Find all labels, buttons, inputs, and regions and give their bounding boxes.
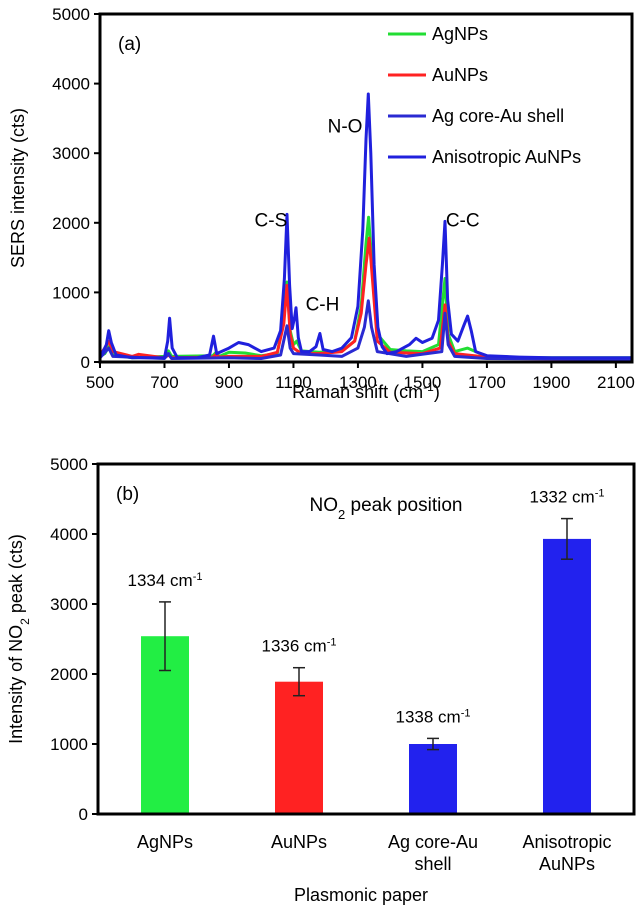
data-label: 1334 cm-1 [128, 571, 203, 590]
x-tick-label: 500 [86, 373, 114, 392]
category-label-line2: AuNPs [539, 854, 595, 874]
chart-title-sub: 2 [338, 507, 345, 522]
chart-title-end: peak position [345, 495, 462, 516]
y-tick-label: 0 [79, 805, 88, 824]
legend-label: AuNPs [432, 65, 488, 85]
y-tick-label: 1000 [50, 735, 88, 754]
x-axis-label-end: ) [434, 382, 440, 402]
data-label-sup: -1 [327, 637, 337, 649]
peak-annotation: N-O [328, 116, 363, 137]
x-axis-label: Plasmonic paper [294, 885, 428, 905]
panel-label: (b) [116, 484, 139, 505]
data-label-main: 1334 cm [128, 571, 193, 590]
data-label-sup: -1 [595, 488, 605, 500]
y-axis-label: SERS intensity (cts) [8, 108, 28, 268]
peak-annotation: C-C [446, 210, 480, 231]
y-tick-label: 1000 [52, 283, 90, 302]
y-tick-label: 5000 [52, 5, 90, 24]
x-tick-label: 900 [215, 373, 243, 392]
x-tick-label: 1700 [468, 373, 506, 392]
chart-title: NO2 peak position [310, 495, 463, 522]
y-tick-label: 4000 [52, 75, 90, 94]
bar-4 [543, 539, 591, 814]
category-label-line2: shell [414, 854, 451, 874]
series-line-3 [100, 301, 632, 359]
x-tick-label: 1900 [532, 373, 570, 392]
x-axis-label: Raman shift (cm-1) [292, 380, 440, 402]
data-label-sup: -1 [193, 571, 203, 583]
bar-3 [409, 744, 457, 814]
figure: 010002000300040005000500 700 900 1100 1300 15… [0, 0, 643, 911]
category-label: AuNPs [271, 832, 327, 852]
x-tick-label: 700 [150, 373, 178, 392]
y-axis-label-main: Intensity of NO [6, 625, 26, 744]
category-label: AgNPs [137, 832, 193, 852]
data-label-main: 1338 cm [396, 707, 461, 726]
chart-title-main: NO [310, 495, 339, 516]
peak-annotation: C-S [255, 210, 288, 231]
data-label-main: 1332 cm [530, 488, 595, 507]
x-tick-label: 2100 [597, 373, 635, 392]
x-axis-label-sup: -1 [423, 380, 434, 394]
series-line-2 [100, 238, 632, 359]
peak-annotation: C-H [306, 294, 340, 315]
legend-label: Anisotropic AuNPs [432, 147, 581, 167]
y-tick-label: 3000 [50, 595, 88, 614]
y-tick-label: 5000 [50, 455, 88, 474]
y-tick-label: 2000 [52, 214, 90, 233]
x-axis-label-main: Raman shift (cm [292, 382, 423, 402]
y-tick-label: 2000 [50, 665, 88, 684]
data-label: 1336 cm-1 [262, 637, 337, 656]
legend-label: Ag core-Au shell [432, 106, 564, 126]
bar-2 [275, 682, 323, 814]
data-label-sup: -1 [461, 707, 471, 719]
data-label: 1332 cm-1 [530, 488, 605, 507]
y-axis-label: Intensity of NO2 peak (cts) [6, 534, 32, 744]
y-tick-label: 0 [81, 353, 90, 372]
category-label: Ag core-Au [388, 832, 478, 852]
category-label: Anisotropic [522, 832, 611, 852]
data-label-main: 1336 cm [262, 637, 327, 656]
y-tick-label: 4000 [50, 525, 88, 544]
legend-label: AgNPs [432, 24, 488, 44]
series-line-1 [100, 217, 632, 358]
y-tick-label: 3000 [52, 144, 90, 163]
panel-label: (a) [118, 34, 141, 55]
y-axis-label-end: peak (cts) [6, 534, 26, 618]
data-label: 1338 cm-1 [396, 707, 471, 726]
